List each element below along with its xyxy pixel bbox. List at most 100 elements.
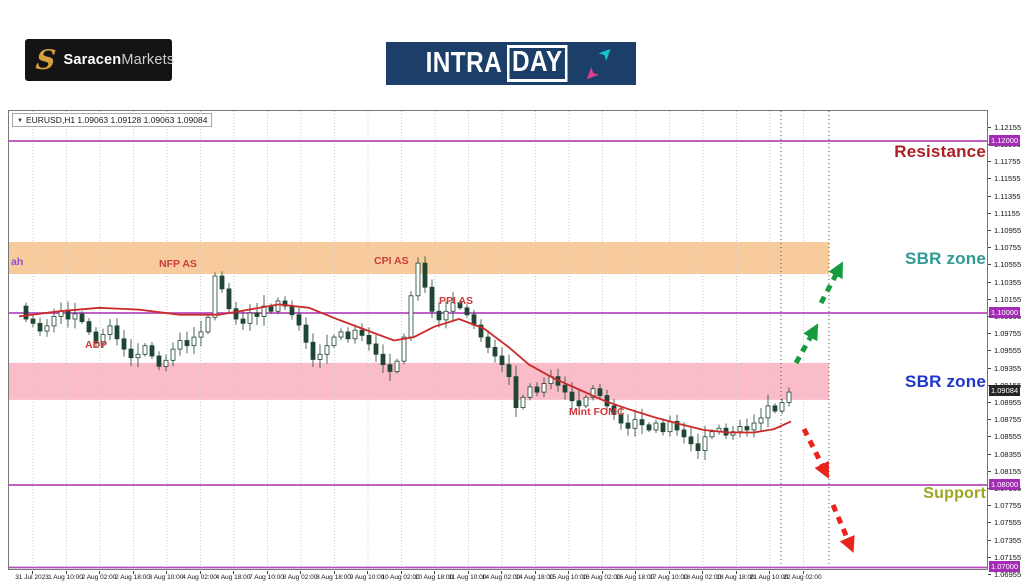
zone-label: Resistance: [894, 142, 986, 161]
price-level-badge: 1.12000: [989, 134, 1021, 146]
time-tick-label: 10 Aug 18:00: [414, 574, 454, 581]
price-tick-label: 1.08955: [994, 397, 1022, 407]
time-tick-label: 18 Aug 18:00: [716, 574, 755, 581]
price-tick-label: 1.10555: [994, 260, 1022, 270]
price-tick-mark: [988, 195, 991, 197]
time-tick-label: 8 Aug 02:00: [282, 574, 318, 581]
price-tick-label: 1.10355: [994, 277, 1022, 287]
price-tick-mark: [988, 264, 991, 266]
time-tick-label: 16 Aug 02:00: [582, 574, 621, 581]
time-tick-label: 14 Aug 18:00: [515, 574, 554, 581]
price-tick-label: 1.08555: [994, 432, 1022, 442]
price-tick-mark: [988, 419, 991, 421]
price-tick-mark: [988, 556, 991, 558]
current-price-badge: 1.09084: [989, 385, 1021, 397]
price-tick-label: 1.08155: [994, 466, 1022, 476]
event-annotation: CPI AS: [374, 255, 409, 267]
intraday-down-arrow-icon: ➤: [580, 63, 602, 85]
time-tick-label: 4 Aug 02:00: [182, 574, 217, 581]
chart-canvas[interactable]: ▼ EURUSD,H1 1.09063 1.09128 1.09063 1.090…: [8, 110, 988, 570]
price-tick-mark: [988, 281, 991, 283]
saracen-s-icon: S: [34, 44, 58, 76]
price-tick-mark: [988, 247, 991, 249]
time-tick-label: 1 Aug 10:00: [48, 574, 83, 581]
price-tick-label: 1.11755: [994, 157, 1021, 167]
time-tick-mark: [199, 571, 201, 574]
time-tick-mark: [769, 571, 770, 574]
time-tick-mark: [367, 571, 368, 574]
symbol-dropdown-icon[interactable]: ▼: [17, 118, 23, 124]
time-tick-label: 7 Aug 10:00: [249, 574, 284, 581]
time-tick-mark: [568, 571, 569, 574]
time-tick-mark: [333, 571, 335, 574]
price-tick-mark: [988, 453, 991, 455]
price-tick-label: 1.11355: [994, 191, 1021, 201]
intraday-logo: INTRA DAY ➤ ➤: [386, 42, 636, 85]
time-tick-mark: [300, 571, 301, 574]
intraday-arrows: ➤ ➤: [580, 43, 616, 85]
time-tick-mark: [501, 571, 502, 574]
time-tick-label: 4 Aug 18:00: [215, 574, 251, 581]
price-tick-mark: [988, 161, 991, 163]
time-tick-label: 10 Aug 02:00: [381, 574, 420, 581]
event-annotation: NFP AS: [159, 258, 197, 270]
price-tick-label: 1.08755: [994, 415, 1022, 425]
price-tick-mark: [988, 212, 991, 214]
price-tick-label: 1.07355: [994, 535, 1022, 545]
price-tick-mark: [988, 505, 991, 507]
price-tick-mark: [988, 436, 991, 438]
time-tick-mark: [233, 571, 234, 574]
time-tick-label: 17 Aug 10:00: [649, 574, 688, 581]
time-tick-label: 2 Aug 18:00: [115, 574, 150, 581]
price-tick-mark: [988, 573, 991, 575]
price-tick-label: 1.11155: [994, 208, 1020, 218]
time-tick-label: 2 Aug 02:00: [81, 574, 117, 581]
price-tick-label: 1.09555: [994, 346, 1022, 356]
time-tick-mark: [735, 571, 737, 574]
event-annotation: Mint FOMC: [569, 406, 625, 418]
intraday-up-arrow-icon: ➤: [595, 42, 617, 64]
price-axis[interactable]: 1.121551.119551.117551.115551.113551.111…: [988, 110, 1024, 580]
price-tick-label: 1.10155: [994, 294, 1022, 304]
event-annotation: ah: [11, 256, 24, 268]
time-tick-mark: [635, 571, 636, 574]
time-tick-label: 8 Aug 18:00: [316, 574, 351, 581]
time-tick-mark: [400, 571, 402, 574]
price-tick-label: 1.10755: [994, 243, 1022, 253]
intraday-text-intra: INTRA: [425, 47, 503, 79]
price-tick-label: 1.10955: [994, 225, 1022, 235]
price-tick-label: 1.06955: [994, 569, 1022, 579]
event-annotation: PPI AS: [439, 295, 474, 307]
symbol-ohlc-text: EURUSD,H1 1.09063 1.09128 1.09063 1.0908…: [25, 115, 208, 125]
time-tick-label: 31 Jul 2023: [15, 574, 49, 581]
price-tick-label: 1.08355: [994, 449, 1022, 459]
price-tick-mark: [988, 350, 991, 352]
time-tick-mark: [32, 571, 33, 574]
price-level-badge: 1.07000: [989, 561, 1021, 572]
saracen-brand-light: Markets: [121, 52, 175, 68]
time-tick-label: 9 Aug 10:00: [349, 574, 385, 581]
time-tick-mark: [467, 571, 469, 574]
price-tick-mark: [988, 539, 991, 541]
time-tick-mark: [534, 571, 536, 574]
price-tick-label: 1.07555: [994, 518, 1022, 528]
time-tick-label: 14 Aug 02:00: [481, 574, 521, 581]
candlestick-chart-svg: [9, 111, 987, 569]
price-tick-label: 1.07755: [994, 501, 1022, 511]
time-tick-mark: [166, 571, 167, 574]
intraday-text-day: DAY: [506, 45, 568, 82]
time-axis[interactable]: 31 Jul 2023 1 Aug 10:00 2 Aug 02:00 2 Aug 1…: [8, 571, 988, 587]
time-tick-mark: [668, 571, 670, 574]
symbol-ohlc-box[interactable]: ▼ EURUSD,H1 1.09063 1.09128 1.09063 1.090…: [12, 113, 213, 127]
price-tick-mark: [988, 126, 991, 128]
price-tick-label: 1.07155: [994, 552, 1022, 562]
time-tick-mark: [99, 571, 100, 574]
saracen-markets-logo: S SaracenMarkets: [25, 39, 175, 81]
time-tick-label: 3 Aug 10:00: [148, 574, 184, 581]
saracen-brand-text: SaracenMarkets: [64, 52, 175, 68]
time-tick-label: 15 Aug 10:00: [548, 574, 588, 581]
price-level-badge: 1.08000: [989, 478, 1021, 490]
price-tick-mark: [988, 333, 991, 335]
price-tick-mark: [988, 367, 991, 369]
